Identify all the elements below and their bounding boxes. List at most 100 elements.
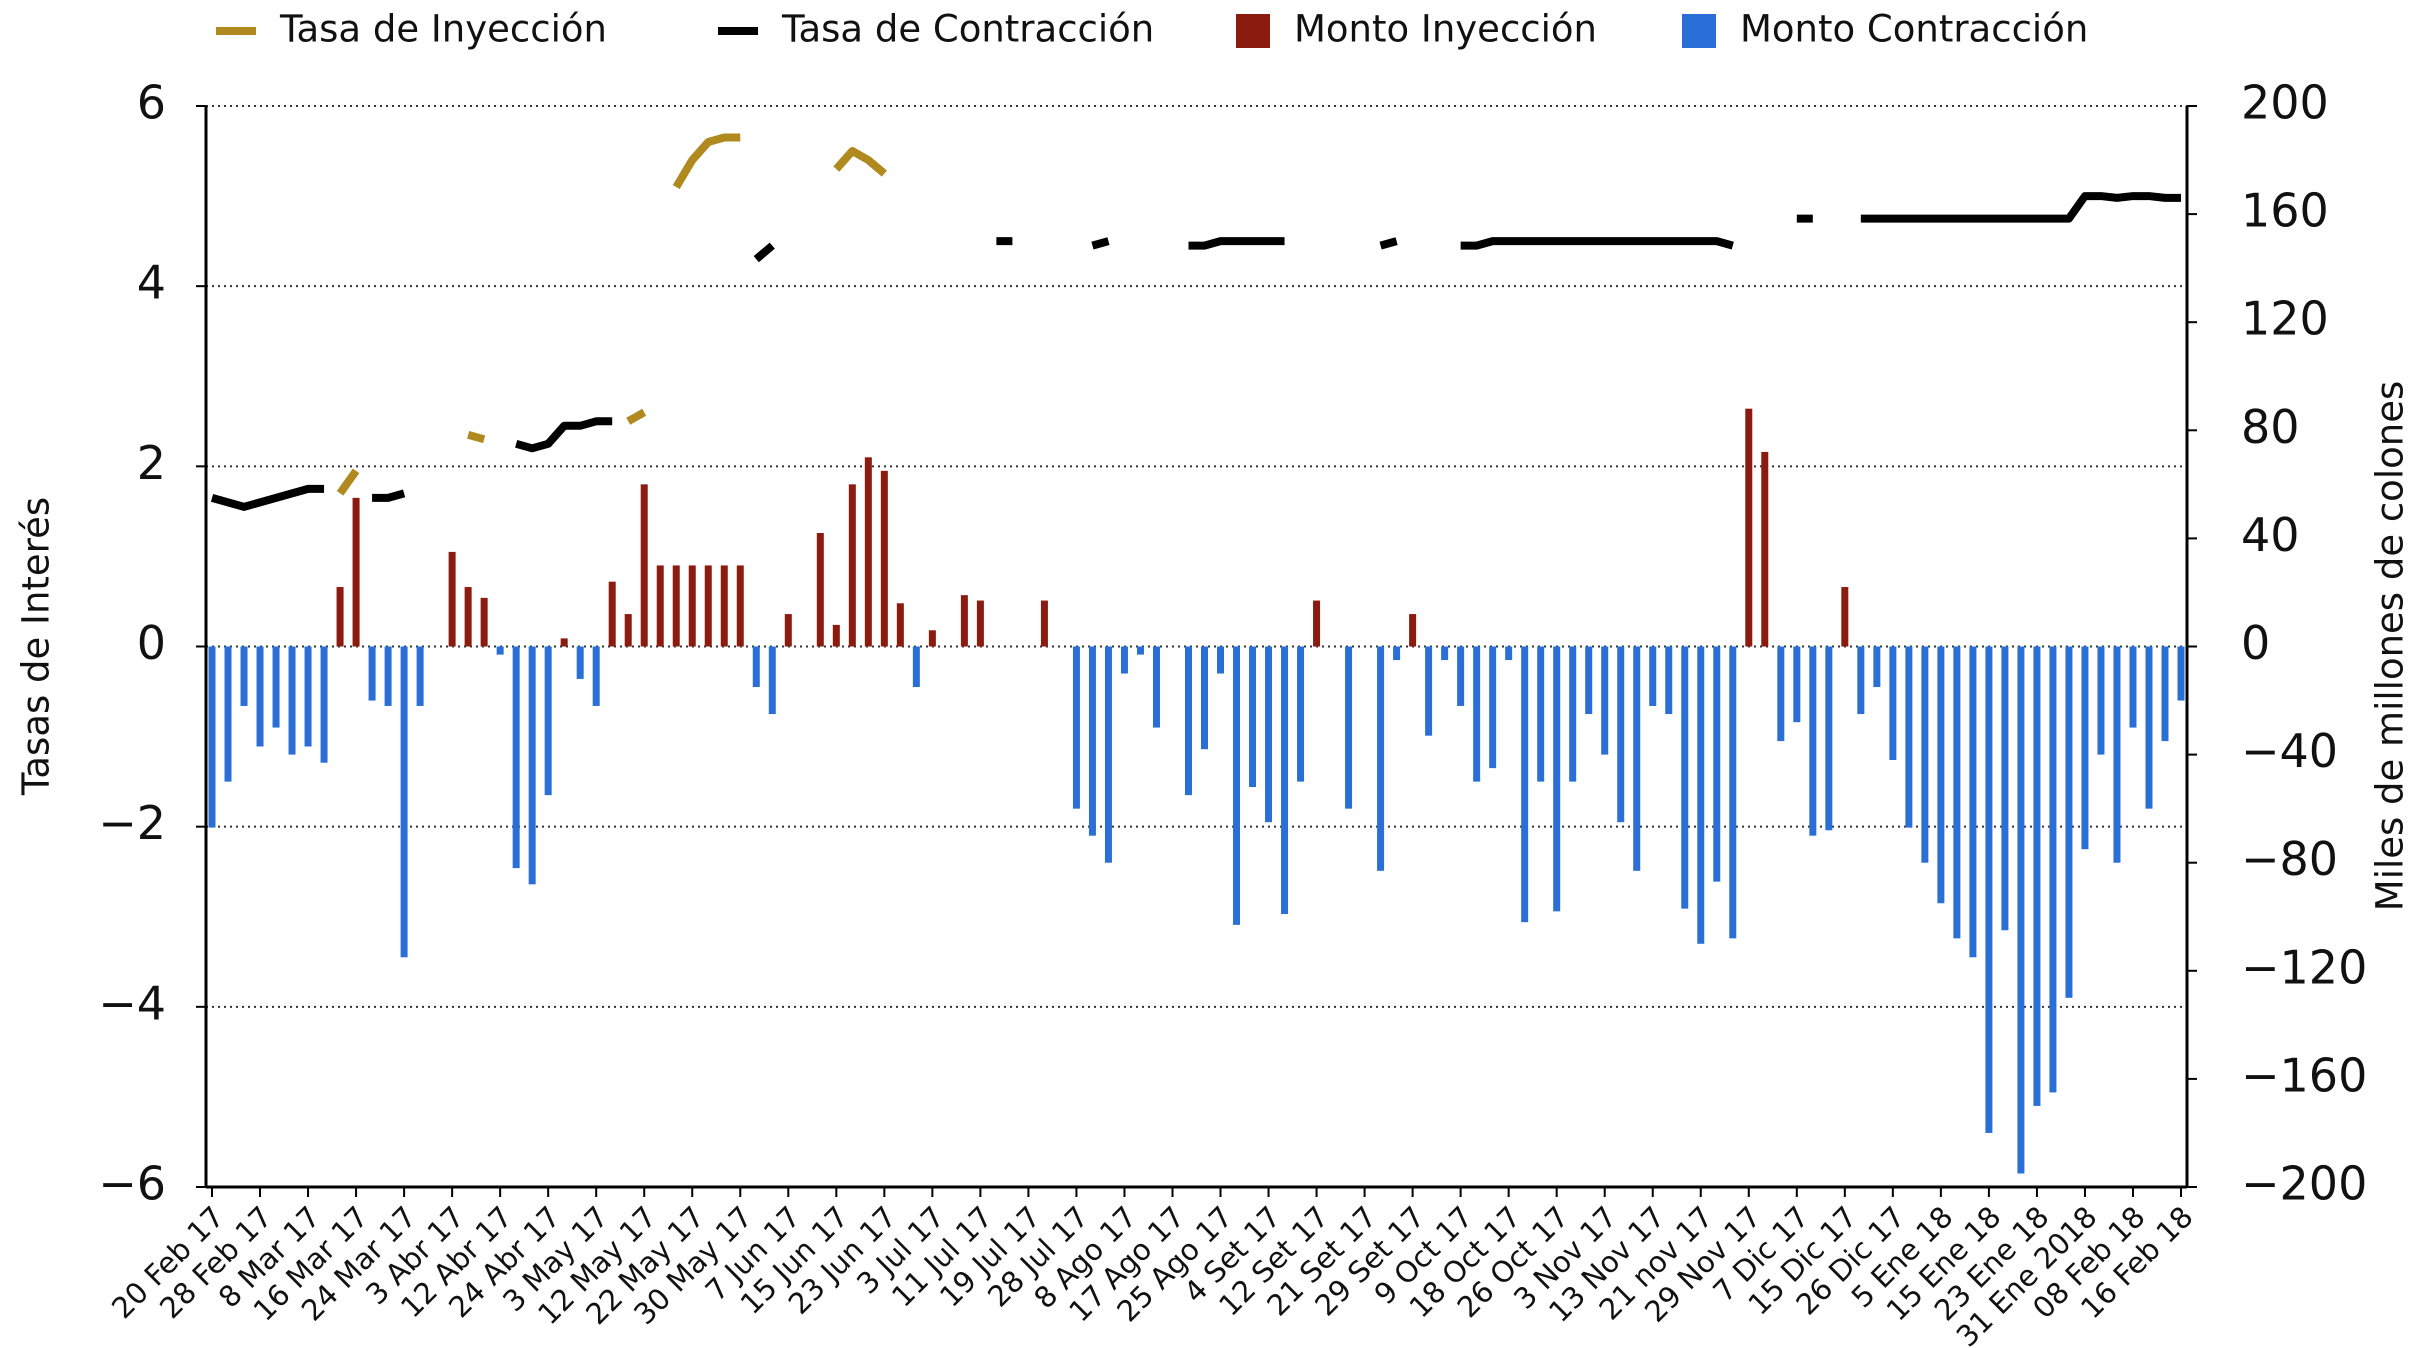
y2-tick-label: 160 [2241, 184, 2329, 238]
bar [1313, 600, 1321, 647]
bar [1921, 646, 1929, 863]
bar [1104, 646, 1112, 863]
bar [2017, 646, 2025, 1174]
bar [544, 646, 552, 796]
bar [560, 638, 568, 647]
bar [1937, 646, 1945, 904]
y2-tick-label: 120 [2241, 292, 2329, 346]
bar [1265, 646, 1273, 823]
bar [2033, 646, 2041, 1106]
bar [1633, 646, 1641, 871]
bar [1681, 646, 1689, 909]
line [626, 408, 647, 425]
bar [1745, 408, 1753, 647]
bar [656, 565, 664, 647]
y2-tick-label: −80 [2241, 832, 2338, 886]
y2-axis-title: Miles de millones de colones [2369, 381, 2412, 911]
bar [288, 646, 296, 755]
bar [1825, 646, 1833, 831]
bar [1537, 646, 1545, 782]
bar [1473, 646, 1481, 782]
bar [1809, 646, 1817, 836]
bar [1281, 646, 1289, 915]
bar [720, 565, 728, 647]
y-tick-label: −2 [98, 796, 166, 850]
bar [240, 646, 248, 706]
bar [1136, 646, 1144, 655]
bar [1297, 646, 1305, 782]
legend-label: Monto Inyección [1294, 8, 1597, 51]
bar [848, 484, 856, 647]
bar [1088, 646, 1096, 836]
bar [2081, 646, 2089, 850]
line [372, 489, 406, 502]
bar [960, 595, 968, 647]
y-tick-label: −4 [98, 976, 166, 1030]
bar [2113, 646, 2121, 863]
line [753, 242, 775, 263]
line [672, 133, 741, 190]
bar [1585, 646, 1593, 715]
bar [1889, 646, 1897, 761]
y-tick-label: 0 [137, 616, 166, 670]
legend-marker [1682, 14, 1716, 48]
bar [1201, 646, 1209, 750]
legend-label: Monto Contracción [1740, 8, 2088, 51]
bar [608, 581, 616, 647]
bar [352, 497, 360, 647]
bar [1233, 646, 1241, 925]
axes: −6 −4 −2 0 2 4 6 −200 −160 −120 −80 −40 0 40 80 120 160 2… [98, 76, 2367, 1348]
bar [1345, 646, 1353, 809]
bar [2097, 646, 2105, 755]
bar [2145, 646, 2153, 809]
bar [1217, 646, 1225, 674]
bar [1665, 646, 1673, 715]
bar [1777, 646, 1785, 742]
bar [1409, 614, 1417, 647]
line [1379, 237, 1398, 250]
bar [1729, 646, 1737, 939]
bar [640, 484, 648, 647]
legend-label: Tasa de Contracción [781, 8, 1154, 51]
y2-tick-label: −200 [2241, 1157, 2367, 1211]
legend-marker [1236, 14, 1270, 48]
y2-tick-label: 40 [2241, 508, 2300, 562]
bar [832, 624, 840, 647]
y2-tick-label: −40 [2241, 724, 2338, 778]
grid [206, 105, 2187, 1188]
bar [1457, 646, 1465, 706]
bar [2129, 646, 2137, 728]
bar [1905, 646, 1913, 828]
bar [1601, 646, 1609, 755]
bar [1761, 451, 1769, 647]
bar [752, 646, 760, 688]
bar [512, 646, 520, 869]
line [467, 430, 486, 444]
bar [1553, 646, 1561, 912]
bar [2065, 646, 2073, 998]
bar [1377, 646, 1385, 871]
bar [1120, 646, 1128, 674]
line [1460, 237, 1734, 250]
bar [1569, 646, 1577, 782]
bar [1184, 646, 1192, 796]
y2-tick-label: 200 [2241, 76, 2329, 130]
bar [208, 646, 216, 828]
bar [224, 646, 232, 782]
bar [1617, 646, 1625, 823]
bar [1857, 646, 1865, 715]
bar [592, 646, 600, 706]
legend: Tasa de Inyección Tasa de Contracción Mont… [216, 8, 2088, 51]
line [1860, 192, 2181, 223]
bar [672, 565, 680, 647]
bar [2049, 646, 2057, 1093]
y2-tick-label: 0 [2241, 616, 2270, 670]
bar [1489, 646, 1497, 769]
bar [1697, 646, 1705, 944]
bar [976, 600, 984, 647]
y-axis-title: Tasas de Interés [15, 497, 58, 796]
bar [1441, 646, 1449, 661]
bar [912, 646, 920, 688]
line [336, 468, 360, 496]
bar [1985, 646, 1993, 1133]
